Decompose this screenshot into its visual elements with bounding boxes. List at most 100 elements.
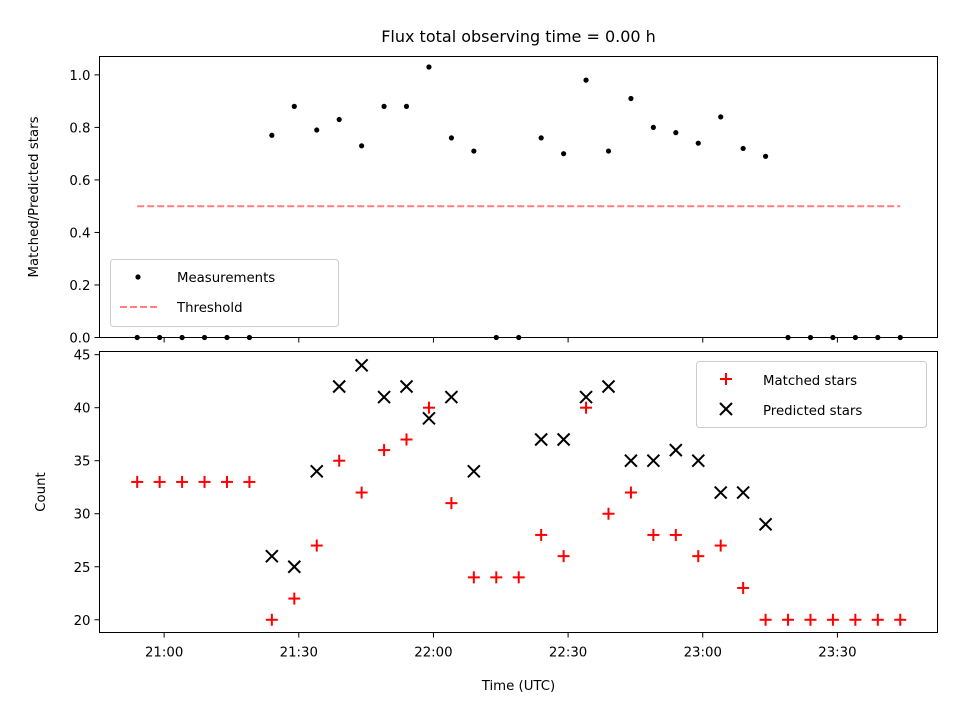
matched-point bbox=[602, 507, 615, 520]
matched-point bbox=[557, 550, 570, 563]
predicted-point bbox=[534, 432, 548, 447]
measurement-point bbox=[718, 114, 724, 120]
measurement-point bbox=[852, 334, 858, 341]
top-y-axis-label: Matched/Predicted stars bbox=[27, 116, 42, 277]
measurement-point bbox=[785, 334, 791, 341]
measurement-point bbox=[269, 132, 275, 138]
top-y-tick-label: 1.0 bbox=[69, 69, 90, 84]
top-y-tick-label: 0.6 bbox=[69, 174, 90, 189]
measurement-point bbox=[381, 103, 387, 109]
bottom-x-tick-label: 21:30 bbox=[280, 646, 318, 661]
bottom-legend-box bbox=[696, 361, 927, 428]
predicted-point bbox=[758, 517, 773, 532]
predicted-point bbox=[265, 549, 279, 563]
measurement-point bbox=[224, 334, 230, 341]
measurement-point bbox=[650, 124, 656, 131]
matched-point bbox=[692, 550, 705, 563]
matched-point bbox=[849, 613, 862, 626]
bottom-x-tick-label: 22:00 bbox=[414, 646, 452, 661]
predicted-point bbox=[556, 432, 571, 447]
measurement-point bbox=[314, 127, 320, 133]
bottom-y-axis-label: Count bbox=[34, 472, 49, 512]
measurement-point bbox=[201, 334, 208, 341]
bottom-y-tick-label: 25 bbox=[74, 561, 91, 576]
bottom-plot-frame bbox=[99, 351, 938, 633]
matched-point bbox=[826, 613, 839, 626]
matched-point bbox=[176, 475, 189, 488]
measurement-point bbox=[538, 135, 544, 141]
top-legend-box bbox=[110, 259, 339, 327]
measurement-point bbox=[516, 334, 522, 341]
predicted-point bbox=[332, 379, 346, 394]
measurement-point bbox=[875, 334, 881, 341]
legend-predicted-label: Predicted stars bbox=[763, 404, 862, 419]
measurement-point bbox=[897, 334, 903, 341]
matched-point bbox=[310, 539, 323, 552]
measurement-point bbox=[740, 145, 746, 152]
measurement-point bbox=[291, 103, 297, 109]
bottom-x-tick-label: 23:00 bbox=[684, 646, 722, 661]
measurement-point bbox=[448, 135, 454, 141]
measurement-point bbox=[561, 151, 567, 157]
legend-matched-marker bbox=[720, 373, 732, 385]
predicted-point bbox=[691, 454, 705, 468]
matched-point bbox=[804, 613, 817, 626]
bottom-y-tick-label: 40 bbox=[74, 402, 91, 417]
top-y-axis: 0.0 0.2 0.4 0.6 0.8 1.0 bbox=[69, 69, 100, 347]
measurement-point bbox=[605, 148, 612, 154]
bottom-marks bbox=[131, 358, 907, 626]
predicted-point bbox=[444, 390, 459, 404]
legend-predicted-marker bbox=[719, 402, 733, 416]
matched-point bbox=[288, 592, 301, 605]
predicted-point bbox=[669, 443, 683, 457]
bottom-y-axis: 20 25 30 35 40 45 bbox=[74, 349, 100, 629]
matched-point bbox=[714, 539, 727, 552]
matched-point bbox=[400, 433, 413, 446]
top-y-tick-label: 0.2 bbox=[69, 279, 90, 294]
measurement-point bbox=[426, 64, 432, 70]
predicted-point bbox=[713, 485, 728, 500]
bottom-y-tick-label: 35 bbox=[74, 455, 91, 470]
predicted-point bbox=[287, 560, 302, 574]
matched-point bbox=[871, 613, 884, 626]
bottom-legend: Matched stars Predicted stars bbox=[696, 361, 927, 428]
matched-point bbox=[894, 613, 907, 626]
measurement-point bbox=[493, 334, 499, 341]
top-legend: Measurements Threshold bbox=[110, 259, 339, 327]
measurement-point bbox=[134, 334, 140, 341]
matched-point bbox=[467, 571, 480, 584]
legend-measurements-label: Measurements bbox=[177, 271, 275, 286]
matched-point bbox=[759, 613, 772, 626]
predicted-point bbox=[354, 358, 369, 372]
measurement-point bbox=[359, 143, 365, 149]
bottom-x-tick-label: 23:30 bbox=[818, 646, 856, 661]
top-marks bbox=[134, 64, 903, 341]
matched-point bbox=[624, 486, 637, 499]
measurement-point bbox=[762, 153, 769, 159]
predicted-point bbox=[601, 379, 616, 394]
legend-matched-label: Matched stars bbox=[763, 374, 857, 389]
matched-point bbox=[782, 613, 795, 626]
predicted-point bbox=[736, 485, 750, 500]
matched-point bbox=[131, 475, 144, 488]
matched-point bbox=[445, 497, 458, 510]
measurement-point bbox=[157, 334, 163, 341]
top-y-tick-label: 0.8 bbox=[69, 121, 90, 136]
predicted-point bbox=[467, 464, 481, 479]
predicted-point bbox=[624, 454, 638, 468]
matched-point bbox=[243, 475, 256, 488]
measurement-point bbox=[628, 95, 634, 102]
bottom-y-tick-label: 30 bbox=[74, 508, 91, 523]
bottom-x-axis-label: Time (UTC) bbox=[481, 679, 556, 694]
matched-point bbox=[490, 571, 503, 584]
matched-point bbox=[355, 486, 368, 499]
bottom-x-tick-label: 21:00 bbox=[145, 646, 183, 661]
predicted-point bbox=[377, 390, 391, 404]
bottom-y-tick-label: 20 bbox=[74, 614, 91, 629]
measurement-point bbox=[403, 103, 410, 109]
matched-point bbox=[378, 444, 391, 457]
matched-point bbox=[580, 401, 593, 414]
top-y-tick-label: 0.0 bbox=[69, 332, 90, 347]
